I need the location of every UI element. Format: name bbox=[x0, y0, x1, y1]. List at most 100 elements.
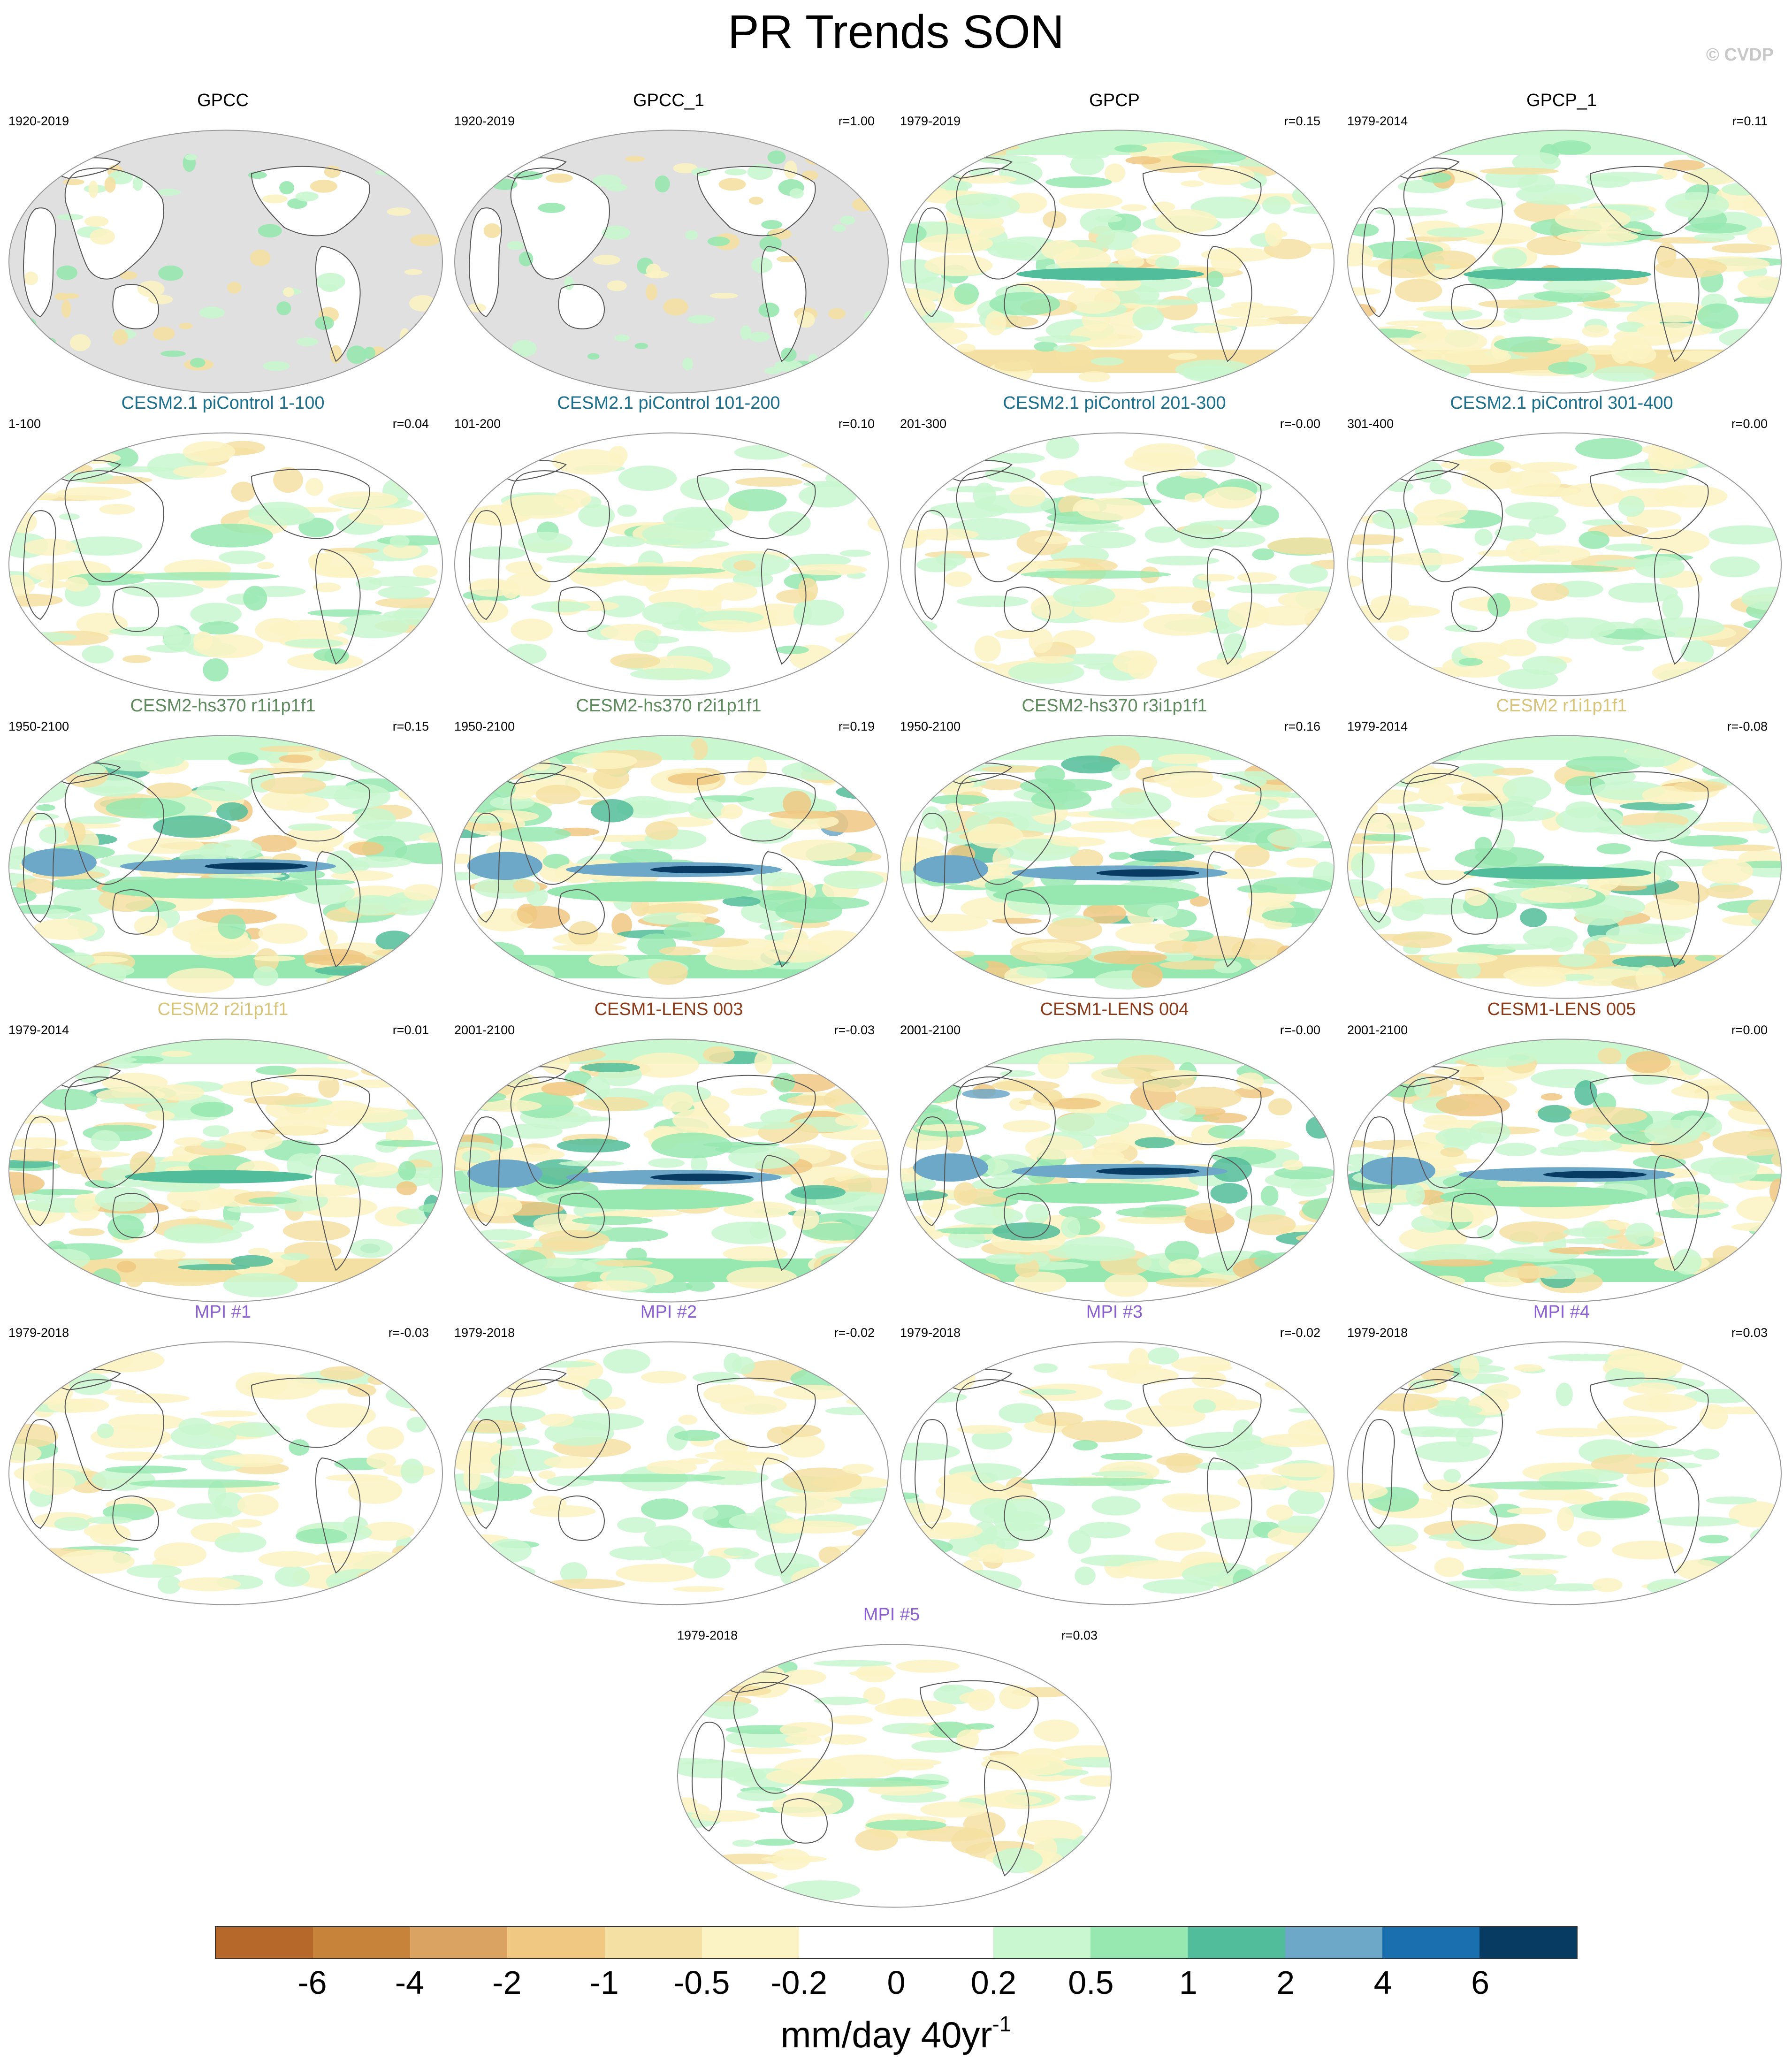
map-panel: CESM2-hs370 r1i1p1f1 1950-2100 r=0.15 bbox=[0, 697, 446, 999]
trend-map bbox=[900, 130, 1334, 394]
panel-correlation: r=0.15 bbox=[1284, 114, 1320, 128]
colorbar-units: mm/day 40yr-1 bbox=[0, 2013, 1792, 2053]
map-outline bbox=[454, 735, 889, 999]
panel-correlation: r=0.11 bbox=[1732, 114, 1768, 128]
map-panel: CESM1-LENS 005 2001-2100 r=0.00 bbox=[1339, 999, 1784, 1303]
map-outline bbox=[900, 1341, 1334, 1605]
colorbar-swatch bbox=[1285, 1927, 1382, 1958]
panel-period: 1979-2019 bbox=[900, 114, 961, 128]
map-panel: MPI #2 1979-2018 r=-0.02 bbox=[446, 1302, 892, 1605]
colorbar-swatch bbox=[507, 1927, 605, 1958]
map-panel: MPI #4 1979-2018 r=0.03 bbox=[1339, 1302, 1784, 1605]
map-outline bbox=[677, 1644, 1112, 1908]
map-panel: CESM1-LENS 004 2001-2100 r=-0.00 bbox=[892, 1000, 1337, 1303]
colorbar-swatch bbox=[993, 1927, 1091, 1958]
colorbar-tick-label: 4 bbox=[1373, 1964, 1392, 2001]
map-outline bbox=[900, 432, 1334, 696]
colorbar-swatch bbox=[1188, 1927, 1285, 1958]
map-panel: MPI #5 1979-2018 r=0.03 bbox=[669, 1606, 1114, 1908]
panel-period: 1920-2019 bbox=[454, 114, 515, 128]
panel-period: 2001-2100 bbox=[1347, 1023, 1408, 1037]
panel-title: CESM2.1 piControl 201-300 bbox=[1003, 393, 1226, 413]
colorbar-swatch bbox=[702, 1927, 799, 1958]
colorbar-swatch bbox=[313, 1927, 411, 1958]
map-panel: MPI #1 1979-2018 r=-0.03 bbox=[0, 1302, 446, 1605]
map-outline bbox=[1347, 432, 1782, 696]
trend-map bbox=[8, 130, 443, 394]
map-outline bbox=[8, 1341, 443, 1605]
colorbar-tick-label: -0.5 bbox=[673, 1964, 730, 2001]
panel-correlation: r=0.04 bbox=[392, 417, 429, 431]
panel-correlation: r=0.00 bbox=[1731, 417, 1768, 431]
panel-title: MPI #1 bbox=[194, 1302, 252, 1322]
panel-period: 301-400 bbox=[1347, 417, 1394, 431]
panel-title: CESM1-LENS 005 bbox=[1487, 999, 1636, 1019]
trend-map bbox=[454, 130, 889, 394]
panel-period: 1979-2014 bbox=[1347, 719, 1408, 733]
panel-period: 1950-2100 bbox=[454, 719, 515, 733]
map-outline bbox=[900, 735, 1334, 999]
colorbar-swatch bbox=[896, 1927, 994, 1958]
panel-title: MPI #4 bbox=[1533, 1302, 1590, 1322]
panel-period: 101-200 bbox=[454, 417, 501, 431]
colorbar bbox=[215, 1926, 1578, 1959]
map-panel: GPCP_1 1979-2014 r=0.11 bbox=[1339, 91, 1784, 394]
panel-period: 1950-2100 bbox=[8, 719, 69, 733]
map-outline bbox=[8, 1038, 443, 1303]
map-outline bbox=[900, 130, 1334, 394]
map-panel: CESM2.1 piControl 301-400 301-400 r=0.00 bbox=[1339, 394, 1784, 696]
colorbar-tick-label: -6 bbox=[297, 1964, 327, 2001]
colorbar-tick-label: 0.2 bbox=[970, 1964, 1017, 2001]
map-panel: CESM2.1 piControl 1-100 1-100 r=0.04 bbox=[0, 393, 446, 696]
panel-correlation: r=1.00 bbox=[838, 114, 875, 128]
panel-title: CESM2.1 piControl 1-100 bbox=[121, 393, 325, 413]
trend-map bbox=[1347, 130, 1782, 394]
map-panel: GPCC_1 1920-2019 r=1.00 bbox=[446, 92, 892, 394]
panel-period: 1979-2018 bbox=[454, 1326, 515, 1340]
colorbar-swatch bbox=[604, 1927, 702, 1958]
panel-correlation: r=0.03 bbox=[1061, 1628, 1098, 1642]
panel-correlation: r=-0.00 bbox=[1280, 417, 1320, 431]
trend-map bbox=[454, 1038, 889, 1303]
map-outline bbox=[1347, 735, 1782, 999]
panel-title: MPI #2 bbox=[640, 1302, 697, 1322]
map-outline bbox=[454, 1341, 889, 1605]
panel-period: 201-300 bbox=[900, 417, 947, 431]
trend-map bbox=[900, 1341, 1334, 1605]
panel-period: 1950-2100 bbox=[900, 719, 961, 733]
panel-correlation: r=-0.03 bbox=[388, 1326, 429, 1340]
trend-map bbox=[1347, 735, 1782, 999]
trend-map bbox=[1347, 1341, 1782, 1605]
colorbar-tick-label: 6 bbox=[1471, 1964, 1490, 2001]
panel-correlation: r=0.10 bbox=[838, 417, 875, 431]
colorbar-swatch bbox=[1090, 1927, 1188, 1958]
panel-title: GPCP_1 bbox=[1526, 91, 1597, 110]
map-outline bbox=[1347, 1038, 1782, 1303]
map-panel: GPCC 1920-2019 bbox=[0, 91, 446, 394]
panel-correlation: r=0.16 bbox=[1284, 719, 1320, 733]
panel-period: 1979-2018 bbox=[900, 1326, 961, 1340]
panel-title: CESM2-hs370 r3i1p1f1 bbox=[1022, 696, 1207, 716]
panel-correlation: r=-0.08 bbox=[1727, 719, 1768, 733]
panel-correlation: r=0.00 bbox=[1731, 1023, 1768, 1037]
panel-title: CESM1-LENS 003 bbox=[594, 999, 743, 1019]
map-panel: GPCP 1979-2019 r=0.15 bbox=[892, 91, 1337, 394]
panel-title: MPI #3 bbox=[1086, 1302, 1143, 1322]
trend-map bbox=[1347, 1038, 1782, 1303]
map-panel: CESM2.1 piControl 101-200 101-200 r=0.10 bbox=[446, 393, 892, 696]
panel-title: CESM2 r1i1p1f1 bbox=[1496, 696, 1627, 716]
colorbar-tick-label: -0.2 bbox=[770, 1964, 827, 2001]
units-exponent: -1 bbox=[992, 2012, 1012, 2036]
panel-title: GPCC bbox=[197, 91, 249, 110]
trend-map bbox=[900, 432, 1334, 696]
trend-map bbox=[454, 432, 889, 696]
panel-title: CESM2.1 piControl 101-200 bbox=[557, 393, 780, 413]
colorbar-swatch bbox=[216, 1927, 313, 1958]
panel-title: GPCP bbox=[1089, 91, 1140, 110]
panel-period: 1979-2014 bbox=[8, 1023, 69, 1037]
panel-correlation: r=-0.02 bbox=[1280, 1326, 1320, 1340]
trend-map bbox=[900, 1038, 1334, 1303]
colorbar-tick-label: -4 bbox=[395, 1964, 424, 2001]
map-panel: CESM2 r1i1p1f1 1979-2014 r=-0.08 bbox=[1339, 696, 1784, 999]
map-outline bbox=[1347, 130, 1782, 394]
